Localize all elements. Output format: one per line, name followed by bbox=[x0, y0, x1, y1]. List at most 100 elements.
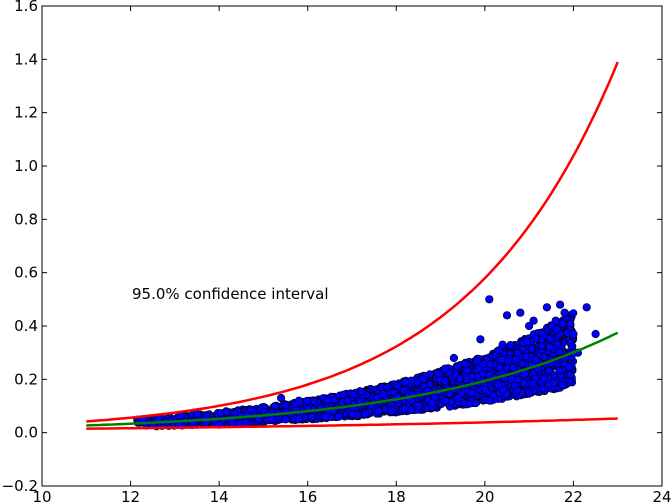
scatter-point bbox=[294, 415, 304, 424]
scatter-point bbox=[399, 386, 408, 395]
scatter-point bbox=[349, 390, 358, 399]
scatter-point bbox=[373, 393, 382, 402]
x-tick-label: 16 bbox=[298, 488, 317, 504]
scatter-point bbox=[401, 404, 410, 413]
scatter-point bbox=[553, 324, 561, 333]
scatter-point bbox=[401, 377, 410, 387]
scatter-point bbox=[532, 355, 540, 364]
scatter-point bbox=[461, 360, 470, 368]
upper-bound-line bbox=[86, 61, 619, 423]
scatter-point bbox=[445, 390, 454, 399]
scatter-point bbox=[471, 399, 480, 408]
y-tick-label: 1.6 bbox=[14, 0, 38, 15]
scatter-point bbox=[529, 379, 537, 388]
scatter-point bbox=[550, 378, 558, 387]
x-tick-label: 10 bbox=[32, 488, 51, 504]
scatter-point bbox=[453, 362, 462, 371]
scatter-point bbox=[281, 401, 290, 410]
scatter-point bbox=[277, 393, 286, 403]
scatter-point bbox=[522, 352, 530, 361]
scatter-point bbox=[414, 401, 423, 411]
scatter-point bbox=[427, 399, 436, 408]
scatter-point bbox=[516, 308, 525, 317]
scatter-point bbox=[591, 329, 600, 339]
scatter-point bbox=[387, 407, 397, 416]
scatter-point bbox=[418, 375, 428, 384]
scatter-point bbox=[228, 417, 237, 427]
scatter-point bbox=[546, 334, 555, 343]
scatter-point bbox=[434, 370, 443, 379]
scatter-point bbox=[294, 396, 304, 405]
scatter-point bbox=[330, 396, 339, 404]
scatter-point bbox=[241, 417, 250, 427]
scatter-point bbox=[480, 385, 490, 395]
scatter-point bbox=[566, 370, 575, 379]
scatter-point bbox=[532, 334, 540, 343]
scatter-point bbox=[558, 319, 567, 328]
fit-line bbox=[86, 331, 619, 427]
y-tick-label: 0.6 bbox=[14, 264, 38, 282]
scatter-point bbox=[519, 379, 528, 387]
scatter-point bbox=[357, 387, 366, 396]
scatter-point bbox=[467, 388, 476, 397]
scatter-point bbox=[569, 309, 578, 317]
scatter-point bbox=[545, 342, 554, 351]
scatter-point bbox=[467, 372, 476, 380]
scatter-point bbox=[507, 375, 516, 384]
scatter-point bbox=[193, 410, 202, 419]
scatter-point bbox=[454, 393, 463, 403]
y-tick-label: 0.8 bbox=[14, 210, 38, 228]
scatter-point bbox=[518, 359, 527, 368]
scatter-point bbox=[479, 369, 488, 378]
scatter-point bbox=[569, 329, 578, 339]
scatter-point bbox=[542, 303, 552, 312]
scatter-point bbox=[494, 380, 503, 389]
scatter-point bbox=[555, 300, 565, 309]
y-tick-label: 0.4 bbox=[14, 317, 38, 335]
scatter-point bbox=[509, 363, 518, 372]
confidence-interval-annotation: 95.0% confidence interval bbox=[132, 285, 329, 303]
scatter-point bbox=[270, 401, 279, 410]
scatter-point bbox=[268, 415, 277, 424]
scatter-point bbox=[498, 340, 507, 349]
scatter-point bbox=[334, 412, 343, 421]
scatter-point bbox=[523, 337, 531, 346]
scatter-point bbox=[545, 366, 553, 375]
scatter-point bbox=[529, 316, 538, 325]
scatter-point bbox=[525, 388, 533, 397]
scatter-point bbox=[308, 412, 317, 421]
scatter-point bbox=[309, 397, 318, 406]
scatter-point bbox=[321, 412, 330, 421]
scatter-point bbox=[513, 349, 522, 358]
scatter-point bbox=[540, 374, 549, 383]
scatter-point bbox=[383, 383, 392, 392]
x-tick-label: 24 bbox=[652, 488, 671, 504]
scatter-point bbox=[555, 347, 564, 356]
scatter-point bbox=[494, 346, 503, 355]
y-tick-label: −0.2 bbox=[2, 477, 38, 495]
y-tick-label: 1.2 bbox=[14, 104, 38, 122]
scatter-point bbox=[537, 342, 546, 350]
scatter-point bbox=[510, 381, 519, 390]
scatter-point bbox=[485, 295, 494, 304]
scatter-point bbox=[449, 353, 459, 363]
scatter-point bbox=[347, 409, 357, 419]
plot-frame bbox=[41, 5, 663, 487]
y-tick-label: 1.0 bbox=[14, 157, 38, 175]
scatter-point bbox=[502, 311, 512, 320]
scatter-point bbox=[528, 344, 536, 353]
scatter-point bbox=[582, 303, 591, 312]
y-tick-label: 0.2 bbox=[14, 370, 38, 388]
lower-bound-line bbox=[86, 417, 618, 430]
scatter-point bbox=[503, 357, 512, 366]
scatter-point bbox=[440, 364, 450, 373]
scatter-point bbox=[246, 405, 255, 414]
scatter-point bbox=[281, 415, 290, 424]
plot-area bbox=[41, 5, 663, 487]
scatter-point bbox=[463, 366, 472, 375]
scatter-point bbox=[495, 363, 504, 372]
scatter-point bbox=[498, 385, 507, 394]
x-tick-label: 20 bbox=[475, 488, 494, 504]
